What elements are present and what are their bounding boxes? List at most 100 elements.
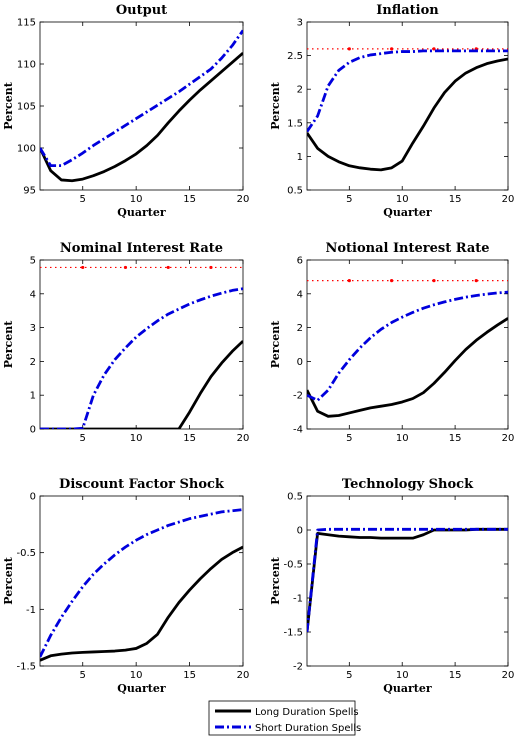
- y-tick-label: 2: [30, 357, 36, 368]
- y-tick-label: 105: [17, 102, 36, 113]
- panel-title: Notional Interest Rate: [325, 241, 489, 256]
- panel-3: Nominal Interest Rate 5 10 15 20 0 1 2 3 4 5 Percen…: [2, 241, 249, 444]
- plot-contents: [307, 279, 508, 418]
- x-tick-label: 20: [502, 194, 515, 205]
- plot-frame: [39, 495, 244, 667]
- steady-state-marker: [432, 279, 436, 283]
- x-tick-label: 10: [396, 194, 409, 205]
- y-tick-label: 100: [17, 144, 36, 155]
- x-tick-label: 20: [237, 433, 250, 444]
- x-tick-label: 10: [396, 433, 409, 444]
- plot-contents: [40, 29, 243, 183]
- x-tick-label: 5: [80, 194, 86, 205]
- legend-label-short: Short Duration Spells: [255, 723, 361, 734]
- steady-state-marker: [123, 265, 128, 270]
- y-tick-label: 1.5: [287, 118, 303, 129]
- y-tick-label: -0.5: [16, 548, 36, 559]
- y-tick-label: 2: [297, 85, 303, 96]
- series-line-long: [307, 57, 508, 172]
- y-tick-label: 95: [23, 186, 36, 197]
- panel-title: Discount Factor Shock: [59, 477, 225, 492]
- plot-frame: [306, 495, 509, 667]
- y-tick-label: 115: [17, 18, 36, 29]
- y-tick-label: 0: [30, 492, 36, 503]
- panel-5: Discount Factor Shock 5 10 15 20 -1.5 -1 -0.5 0 Q…: [2, 477, 249, 695]
- legend-box: [208, 700, 356, 736]
- x-tick-label: 10: [130, 433, 143, 444]
- y-tick-label: -1: [293, 594, 303, 605]
- x-axis-label: Quarter: [383, 206, 432, 219]
- series-line-short: [40, 508, 243, 658]
- series-line-long: [307, 317, 508, 418]
- y-tick-label: 0: [297, 526, 303, 537]
- steady-state-marker: [166, 265, 170, 270]
- y-tick-label: -2: [293, 662, 303, 673]
- x-tick-label: 15: [449, 433, 462, 444]
- x-tick-label: 5: [346, 670, 352, 681]
- x-axis-label: Quarter: [117, 206, 166, 219]
- x-tick-label: 20: [502, 433, 515, 444]
- steady-state-marker: [81, 265, 85, 270]
- steady-state-marker: [432, 47, 436, 51]
- y-tick-label: 5: [30, 256, 36, 267]
- plot-contents: [40, 508, 243, 662]
- steady-state-marker: [474, 279, 478, 283]
- plot-frame: [306, 259, 509, 430]
- y-tick-label: 0: [297, 357, 303, 368]
- panel-title: Nominal Interest Rate: [60, 241, 223, 256]
- series-line-short: [307, 49, 508, 133]
- panel-6: Technology Shock 5 10 15 20 -2 -1.5 -1 -0.5 0 0.5 Q…: [269, 477, 514, 695]
- x-tick-label: 10: [130, 194, 143, 205]
- x-tick-label: 10: [396, 670, 409, 681]
- y-tick-label: 6: [297, 256, 303, 267]
- steady-state-marker: [209, 265, 213, 270]
- y-tick-label: -1.5: [16, 662, 36, 673]
- x-tick-label: 15: [449, 194, 462, 205]
- y-axis-label: Percent: [269, 81, 282, 129]
- series-line-long: [40, 340, 243, 429]
- plot-frame: [39, 259, 244, 430]
- x-tick-label: 15: [183, 433, 196, 444]
- panel-title: Output: [116, 3, 167, 18]
- y-tick-label: 2.5: [287, 51, 303, 62]
- panel-1: Output 5 10 15 20 95 100 105 110 115 Quarter Percen…: [2, 3, 249, 219]
- y-axis-label: Percent: [2, 320, 15, 368]
- x-tick-label: 5: [346, 194, 352, 205]
- x-tick-label: 5: [80, 433, 86, 444]
- x-tick-label: 15: [449, 670, 462, 681]
- y-axis-label: Percent: [2, 556, 15, 604]
- x-tick-label: 20: [502, 670, 515, 681]
- y-tick-label: -2: [293, 391, 303, 402]
- x-tick-label: 10: [130, 670, 143, 681]
- steady-state-marker: [347, 47, 351, 51]
- steady-state-marker: [390, 47, 394, 51]
- x-tick-label: 15: [183, 194, 196, 205]
- y-tick-label: 0.5: [287, 492, 303, 503]
- x-tick-label: 15: [183, 670, 196, 681]
- plot-frame: [39, 21, 244, 191]
- plot-contents: [307, 527, 508, 633]
- y-tick-label: -0.5: [283, 560, 303, 571]
- series-line-long: [40, 545, 243, 662]
- y-tick-label: 3: [297, 18, 303, 29]
- series-line-short: [40, 29, 243, 168]
- y-tick-label: 1: [30, 391, 36, 402]
- y-tick-label: 0.5: [287, 186, 303, 197]
- steady-state-marker: [347, 279, 351, 283]
- series-line-short: [307, 527, 508, 633]
- panel-title: Technology Shock: [342, 477, 474, 492]
- legend-label-long: Long Duration Spells: [255, 707, 359, 718]
- y-tick-label: -4: [293, 425, 303, 436]
- legend: Long Duration Spells Short Duration Spel…: [208, 700, 361, 736]
- x-tick-label: 5: [80, 670, 86, 681]
- panel-4: Notional Interest Rate 5 10 15 20 -4 -2 0 2 4 6 Per…: [269, 241, 514, 444]
- series-line-short: [307, 290, 508, 402]
- series-line-short: [40, 287, 243, 429]
- y-axis-label: Percent: [269, 320, 282, 368]
- y-axis-label: Percent: [2, 81, 15, 129]
- x-tick-label: 20: [237, 670, 250, 681]
- y-tick-label: -1: [26, 605, 36, 616]
- y-tick-label: -1.5: [283, 628, 303, 639]
